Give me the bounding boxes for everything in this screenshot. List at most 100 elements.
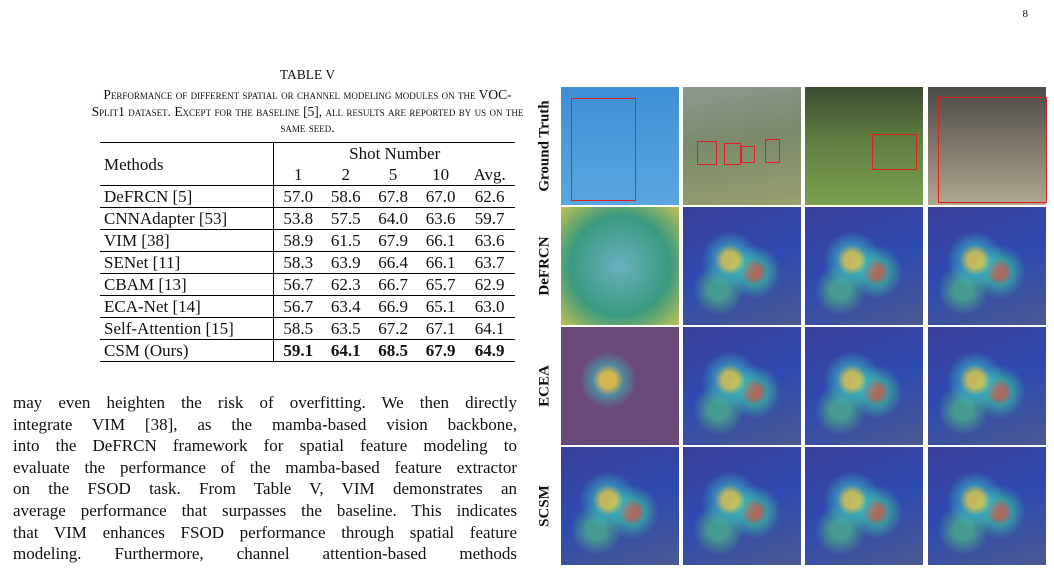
body-text: may even heighten the risk of overfittin… — [13, 392, 517, 565]
image — [805, 327, 923, 445]
value-cell: 65.1 — [425, 297, 456, 316]
value-cell: 57.0 — [283, 187, 314, 206]
row-label: ECEA — [532, 327, 558, 445]
value-cell: 64.9 — [474, 341, 505, 360]
image — [683, 207, 801, 325]
value-cell: 58.3 — [283, 253, 314, 272]
image — [805, 447, 923, 565]
value-cell: 64.1 — [330, 341, 361, 360]
value-cell: 67.9 — [378, 231, 409, 250]
text-line: integrate VIM [38], as the mamba-based v… — [13, 414, 517, 434]
image — [928, 447, 1046, 565]
row-label: DeFRCN — [532, 207, 558, 325]
table-row: SENet [11] 58.3 63.9 66.4 66.1 63.7 — [100, 251, 515, 274]
value-cell: 67.2 — [378, 319, 409, 338]
value-cell: 58.9 — [283, 231, 314, 250]
value-cell: 53.8 — [283, 209, 314, 228]
table-row: CBAM [13] 56.7 62.3 66.7 65.7 62.9 — [100, 273, 515, 296]
text-line: evaluate the performance of the mamba-ba… — [13, 457, 517, 477]
method-cell: CSM (Ours) — [100, 339, 275, 362]
value-cell: 57.5 — [330, 209, 361, 228]
value-cell: 64.0 — [378, 209, 409, 228]
value-cell: 67.1 — [425, 319, 456, 338]
value-cell: 65.7 — [425, 275, 456, 294]
value-cell: 62.3 — [330, 275, 361, 294]
table-row: ECA-Net [14] 56.7 63.4 66.9 65.1 63.0 — [100, 295, 515, 318]
row-label-text: SCSM — [536, 485, 553, 527]
row-label-text: Ground Truth — [536, 100, 553, 192]
row-label: Ground Truth — [532, 87, 558, 205]
text-line: modeling. Furthermore, channel attention… — [13, 544, 517, 564]
image — [561, 207, 679, 325]
image — [561, 327, 679, 445]
column-header: 1 — [293, 165, 303, 184]
value-cell: 66.1 — [425, 231, 456, 250]
value-cell: 56.7 — [283, 297, 314, 316]
image — [561, 87, 679, 205]
value-cell: 67.8 — [378, 187, 409, 206]
method-cell: DeFRCN [5] — [100, 185, 275, 208]
table-row: CSM (Ours) 59.1 64.1 68.5 67.9 64.9 — [100, 339, 515, 362]
column-header: 10 — [432, 165, 450, 184]
method-cell: CBAM [13] — [100, 273, 275, 296]
value-cell: 63.6 — [474, 231, 505, 250]
image — [561, 447, 679, 565]
text-line: may even heighten the risk of overfittin… — [13, 393, 517, 412]
value-cell: 62.6 — [474, 187, 505, 206]
value-cell: 63.7 — [474, 253, 505, 272]
image — [928, 327, 1046, 445]
row-label-text: ECEA — [536, 365, 553, 407]
value-cell: 61.5 — [330, 231, 361, 250]
table-row: CNNAdapter [53] 53.8 57.5 64.0 63.6 59.7 — [100, 207, 515, 230]
value-cell: 66.1 — [425, 253, 456, 272]
column-header: 2 — [341, 165, 350, 184]
table-row: DeFRCN [5] 57.0 58.6 67.8 67.0 62.6 — [100, 185, 515, 208]
value-cell: 62.9 — [474, 275, 505, 294]
value-cell: 59.1 — [283, 341, 314, 360]
value-cell: 58.6 — [330, 187, 361, 206]
image — [928, 207, 1046, 325]
value-cell: 66.9 — [378, 297, 409, 316]
text-line: that VIM enhances FSOD performance throu… — [13, 522, 517, 542]
text-line: average performance that surpasses the b… — [13, 500, 517, 520]
value-cell: 63.6 — [425, 209, 456, 228]
image — [805, 207, 923, 325]
column-header: Avg. — [473, 165, 506, 184]
image — [683, 447, 801, 565]
method-cell: ECA-Net [14] — [100, 295, 275, 318]
bounding-box — [571, 98, 636, 201]
method-cell: SENet [11] — [100, 251, 275, 274]
value-cell: 63.9 — [330, 253, 361, 272]
header-cell: Methods — [100, 142, 275, 186]
value-cell: 67.9 — [425, 341, 456, 360]
bounding-box — [724, 143, 741, 165]
bounding-box — [741, 146, 755, 163]
method-cell: VIM [38] — [100, 229, 275, 252]
value-cell: 67.0 — [425, 187, 456, 206]
value-cell: 58.5 — [283, 319, 314, 338]
row-label-text: DeFRCN — [536, 236, 553, 296]
value-cell: 68.5 — [378, 341, 409, 360]
page-number: 8 — [1022, 8, 1029, 20]
header-cell: Shot Number — [349, 144, 441, 163]
table-row: Self-Attention [15] 58.5 63.5 67.2 67.1 64.1 — [100, 317, 515, 340]
value-cell: 63.0 — [474, 297, 505, 316]
bounding-box — [765, 139, 780, 163]
method-cell: CNNAdapter [53] — [100, 207, 275, 230]
column-header: 5 — [388, 165, 398, 184]
table-row: VIM [38] 58.9 61.5 67.9 66.1 63.6 — [100, 229, 515, 252]
image — [928, 87, 1046, 205]
table-label: TABLE V — [279, 67, 336, 82]
bounding-box — [697, 141, 717, 165]
image — [683, 327, 801, 445]
value-cell: 66.7 — [378, 275, 409, 294]
row-label: SCSM — [532, 447, 558, 565]
value-cell: 59.7 — [474, 209, 505, 228]
value-cell: 66.4 — [378, 253, 409, 272]
table: Methods Shot Number 1 2 5 10 Avg. DeFRCN [5]… — [100, 142, 515, 362]
bounding-box — [872, 134, 917, 170]
value-cell: 63.4 — [330, 297, 361, 316]
table-caption: Performance of different spatial or chan… — [91, 87, 524, 135]
bounding-box — [938, 97, 1047, 203]
